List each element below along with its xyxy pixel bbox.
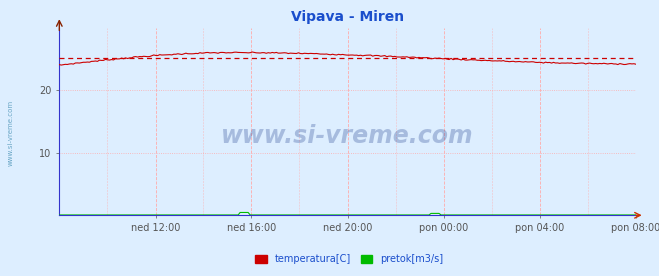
Title: Vipava - Miren: Vipava - Miren (291, 10, 404, 24)
Text: www.si-vreme.com: www.si-vreme.com (221, 124, 474, 148)
Text: www.si-vreme.com: www.si-vreme.com (8, 99, 14, 166)
Legend: temperatura[C], pretok[m3/s]: temperatura[C], pretok[m3/s] (251, 251, 447, 268)
